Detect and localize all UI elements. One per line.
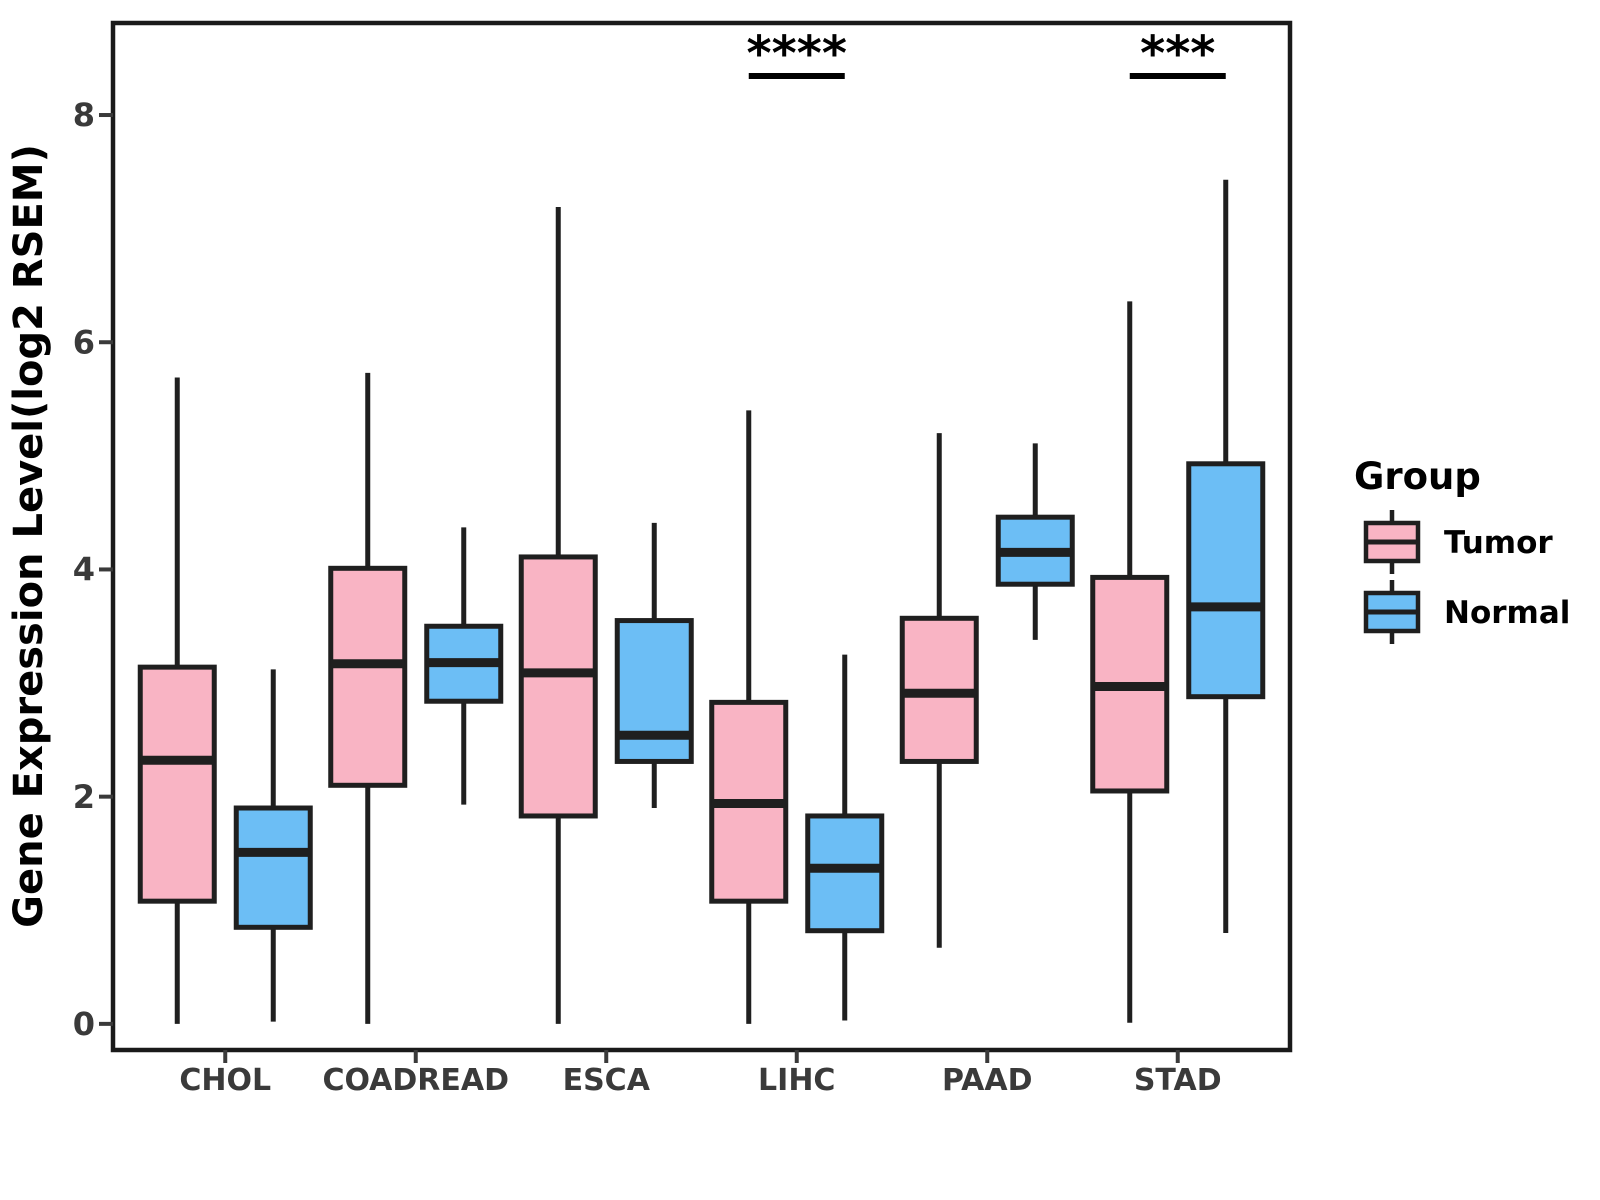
- legend: [1363, 510, 1421, 644]
- iqr-box: [233, 805, 313, 930]
- box-tumor-ESCA: [518, 207, 598, 1024]
- legend-label: Normal: [1444, 595, 1570, 631]
- x-category-label: STAD: [1134, 1063, 1222, 1098]
- box-normal-CHOL: [233, 669, 313, 1022]
- iqr-box: [137, 664, 217, 904]
- legend-entry-normal: [1363, 580, 1421, 644]
- x-category-label: ESCA: [563, 1063, 651, 1098]
- iqr-box: [614, 618, 694, 764]
- box-tumor-STAD: [1090, 301, 1170, 1023]
- legend-title: Group: [1354, 455, 1481, 498]
- y-tick-label: 6: [73, 323, 95, 361]
- legend-entry-tumor: [1363, 510, 1421, 574]
- legend-label: Tumor: [1444, 525, 1553, 561]
- x-category-label: CHOL: [179, 1063, 271, 1098]
- box-normal-ESCA: [614, 522, 694, 809]
- panel-border: [110, 20, 1293, 1053]
- iqr-box: [805, 813, 885, 934]
- x-category-label: COADREAD: [322, 1063, 509, 1098]
- box-normal-LIHC: [805, 654, 885, 1021]
- box-normal-STAD: [1186, 179, 1266, 933]
- x-category-label: LIHC: [758, 1063, 835, 1098]
- significance-stars: ****: [747, 26, 847, 82]
- box-tumor-COADREAD: [328, 372, 408, 1024]
- box-normal-COADREAD: [424, 527, 504, 805]
- significance-stars: ***: [1140, 26, 1215, 82]
- x-category-label: PAAD: [942, 1063, 1033, 1098]
- box-normal-PAAD: [995, 443, 1075, 640]
- y-tick-label: 8: [73, 96, 95, 134]
- box-tumor-CHOL: [137, 377, 217, 1024]
- box-tumor-PAAD: [899, 433, 979, 948]
- y-tick-label: 2: [73, 778, 95, 816]
- iqr-box: [328, 565, 408, 788]
- y-tick-label: 0: [73, 1005, 95, 1043]
- box-tumor-LIHC: [709, 410, 789, 1024]
- iqr-box: [1186, 461, 1266, 700]
- iqr-box: [518, 554, 598, 819]
- y-tick-label: 4: [73, 551, 95, 589]
- y-axis-title: Gene Expression Level(log2 RSEM): [6, 144, 52, 928]
